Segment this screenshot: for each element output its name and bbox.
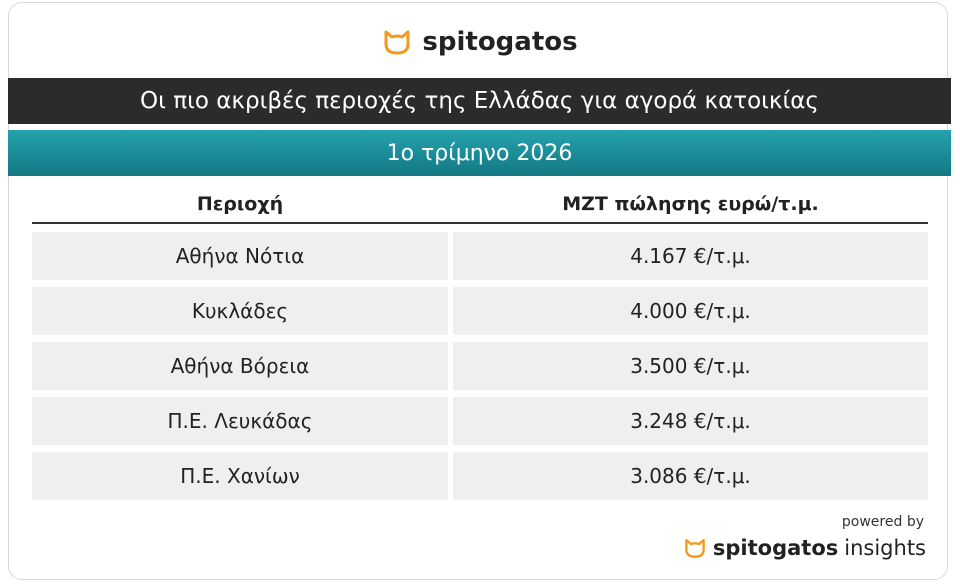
card <box>8 2 948 580</box>
region-cell: Αθήνα Νότια <box>32 232 448 280</box>
brand: spitogatos <box>422 27 578 57</box>
cat-icon <box>685 538 705 558</box>
footer-brand: spitogatos insights <box>683 536 926 560</box>
title: Οι πιο ακριβές περιοχές της Ελλάδας για … <box>8 78 951 124</box>
region-cell: Π.Ε. Λευκάδας <box>32 397 448 445</box>
region-cell: Αθήνα Βόρεια <box>32 342 448 390</box>
subtitle: 1ο τρίμηνο 2026 <box>8 130 951 176</box>
footer-brand-name: spitogatos <box>712 536 839 560</box>
region-cell: Κυκλάδες <box>32 287 448 335</box>
header-rule <box>32 222 928 224</box>
cat-icon <box>384 30 410 55</box>
price-cell: 4.167 €/τ.μ. <box>453 232 928 280</box>
column-header: Περιοχή <box>196 192 284 215</box>
price-cell: 3.086 €/τ.μ. <box>453 452 928 500</box>
powered-by: powered by <box>841 514 924 530</box>
price-cell: 4.000 €/τ.μ. <box>453 287 928 335</box>
region-cell: Π.Ε. Χανίων <box>32 452 448 500</box>
price-cell: 3.500 €/τ.μ. <box>453 342 928 390</box>
price-cell: 3.248 €/τ.μ. <box>453 397 928 445</box>
column-header: ΜΖΤ πώλησης ευρώ/τ.μ. <box>562 192 819 215</box>
footer-suffix: insights <box>844 536 926 560</box>
logo: spitogatos <box>0 24 960 60</box>
